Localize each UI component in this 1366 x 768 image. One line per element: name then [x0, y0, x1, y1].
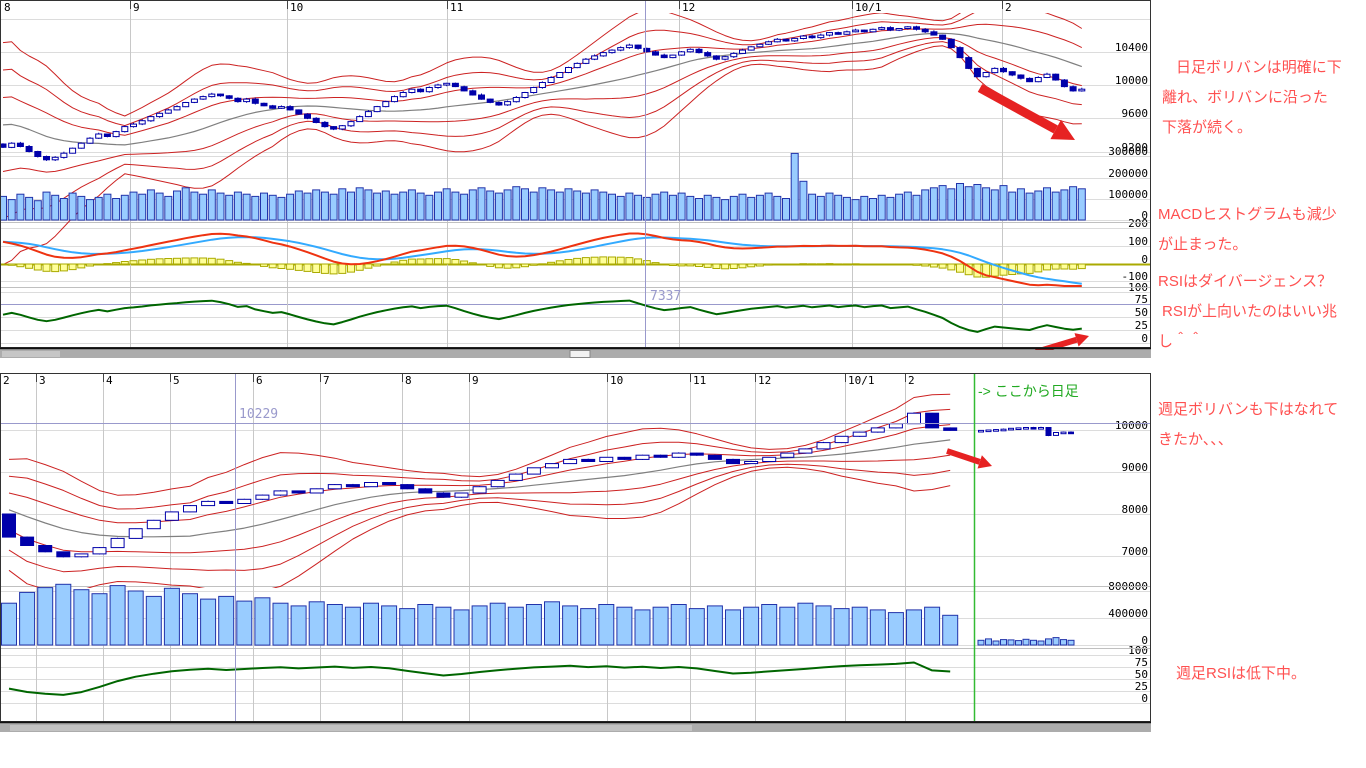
svg-text:9000: 9000 — [1122, 461, 1149, 474]
svg-text:7000: 7000 — [1122, 545, 1149, 558]
annotation-macd-histogram: MACDヒストグラムも減少 が止まった。 — [1158, 200, 1337, 260]
svg-text:10000: 10000 — [1115, 419, 1148, 432]
svg-text:9600: 9600 — [1122, 107, 1149, 120]
weekly-date-labels: 2 3 4 5 6 7 8 9 10 11 12 10/1 2 — [3, 374, 915, 387]
svg-text:9: 9 — [133, 1, 140, 14]
svg-text:0: 0 — [1141, 253, 1148, 266]
svg-text:10: 10 — [610, 374, 623, 387]
daily-date-labels: 8 9 10 11 12 10/1 2 — [4, 1, 1012, 14]
weekly-crosshair[interactable]: 10 2 2 9 — [0, 373, 1151, 722]
svg-text:2: 2 — [1005, 1, 1012, 14]
svg-text:8000: 8000 — [1122, 503, 1149, 516]
weekly-rsi-line — [8, 661, 951, 696]
svg-text:200: 200 — [1128, 217, 1148, 230]
svg-text:200000: 200000 — [1108, 167, 1148, 180]
svg-text:2: 2 — [908, 374, 915, 387]
daily-macd-panel — [0, 232, 1086, 287]
svg-text:6: 6 — [256, 374, 263, 387]
svg-text:10/1: 10/1 — [855, 1, 882, 14]
svg-text:0: 0 — [1141, 634, 1148, 647]
annotation-weekly-rsi: 週足RSIは低下中。 — [1176, 659, 1306, 689]
annotation-line: 離れ、ボリバンに沿った — [1162, 89, 1328, 106]
annotation-weekly-bollinger: 週足ボリバンも下はなれて きたか、、、 — [1158, 395, 1338, 455]
svg-text:75: 75 — [1135, 293, 1148, 306]
svg-text:10400: 10400 — [1115, 41, 1148, 54]
daily-rsi-line — [2, 299, 1082, 333]
daily-candles — [0, 25, 1086, 161]
note-from-here-daily: -> ここから日足 — [978, 383, 1079, 399]
daily-scrollbar-thumb[interactable] — [569, 350, 591, 358]
svg-text:11: 11 — [450, 1, 463, 14]
svg-text:9: 9 — [472, 374, 479, 387]
daily-chart-scrollbar[interactable] — [0, 350, 1151, 358]
weekly-scrollbar-thumb[interactable] — [10, 725, 692, 731]
annotation-daily-bollinger: 日足ボリバンは明確に下 離れ、ボリバンに沿った 下落が続く。 — [1162, 53, 1342, 143]
annotation-line: 下落が続く。 — [1162, 119, 1253, 136]
svg-text:0: 0 — [1141, 692, 1148, 705]
annotation-line: 日足ボリバンは明確に下 — [1176, 59, 1342, 76]
svg-text:8: 8 — [4, 1, 11, 14]
weekly-volume-bars — [1, 583, 959, 646]
svg-text:0: 0 — [1141, 209, 1148, 222]
daily-crosshair[interactable]: 7337 — [645, 0, 682, 348]
svg-text:0: 0 — [1141, 332, 1148, 345]
weekly-daily-tail-volume-bars — [977, 637, 1075, 646]
svg-text:12: 12 — [682, 1, 695, 14]
weekly-chart-border — [0, 373, 1151, 724]
annotation-line: きたか、、、 — [1158, 431, 1233, 448]
svg-text:300000: 300000 — [1108, 145, 1148, 158]
svg-text:100: 100 — [1128, 644, 1148, 657]
annotation-line: RSIが上向いたのはいい兆 — [1162, 303, 1338, 320]
svg-text:2: 2 — [3, 374, 10, 387]
svg-text:12: 12 — [758, 374, 771, 387]
svg-text:25: 25 — [1135, 319, 1148, 332]
svg-text:3: 3 — [39, 374, 46, 387]
weekly-crosshair-value-label: 10229 — [239, 407, 278, 422]
weekly-daily-tail-candles — [978, 426, 1074, 437]
svg-text:8: 8 — [405, 374, 412, 387]
svg-text:9200: 9200 — [1122, 141, 1149, 154]
weekly-bollinger-bands — [8, 393, 951, 588]
svg-text:5: 5 — [173, 374, 180, 387]
annotation-line: MACDヒストグラムも減少 — [1158, 206, 1337, 223]
annotation-rsi-divergence: RSIはダイバージェンス？ RSIが上向いたのはいい兆 し＾＾ — [1158, 267, 1337, 357]
svg-text:25: 25 — [1135, 680, 1148, 693]
daily-chart-border — [0, 0, 1151, 350]
svg-text:10000: 10000 — [1115, 74, 1148, 87]
svg-text:100000: 100000 — [1108, 188, 1148, 201]
svg-text:10/1: 10/1 — [848, 374, 875, 387]
svg-text:50: 50 — [1135, 306, 1148, 319]
annotation-line: が止まった。 — [1158, 236, 1248, 253]
daily-crosshair-value-label: 7337 — [650, 289, 681, 304]
svg-text:400000: 400000 — [1108, 607, 1148, 620]
annotation-line: RSIはダイバージェンス？ — [1158, 273, 1333, 290]
daily-volume-bars — [0, 152, 1086, 221]
svg-text:10: 10 — [290, 1, 303, 14]
svg-text:-100: -100 — [1122, 270, 1149, 283]
daily-bollinger-bands — [2, 13, 1083, 266]
svg-text:7: 7 — [323, 374, 330, 387]
svg-text:4: 4 — [106, 374, 113, 387]
annotation-line: 週足RSIは低下中。 — [1176, 665, 1307, 682]
svg-text:11: 11 — [693, 374, 706, 387]
svg-text:75: 75 — [1135, 656, 1148, 669]
weekly-candles — [2, 412, 958, 558]
weekly-trend-arrow — [946, 448, 992, 469]
annotation-line: し＾＾ — [1158, 333, 1204, 350]
weekly-chart-scrollbar[interactable] — [0, 724, 1151, 732]
svg-text:100: 100 — [1128, 235, 1148, 248]
annotation-line: 週足ボリバンも下はなれて — [1158, 401, 1339, 418]
svg-text:50: 50 — [1135, 668, 1148, 681]
